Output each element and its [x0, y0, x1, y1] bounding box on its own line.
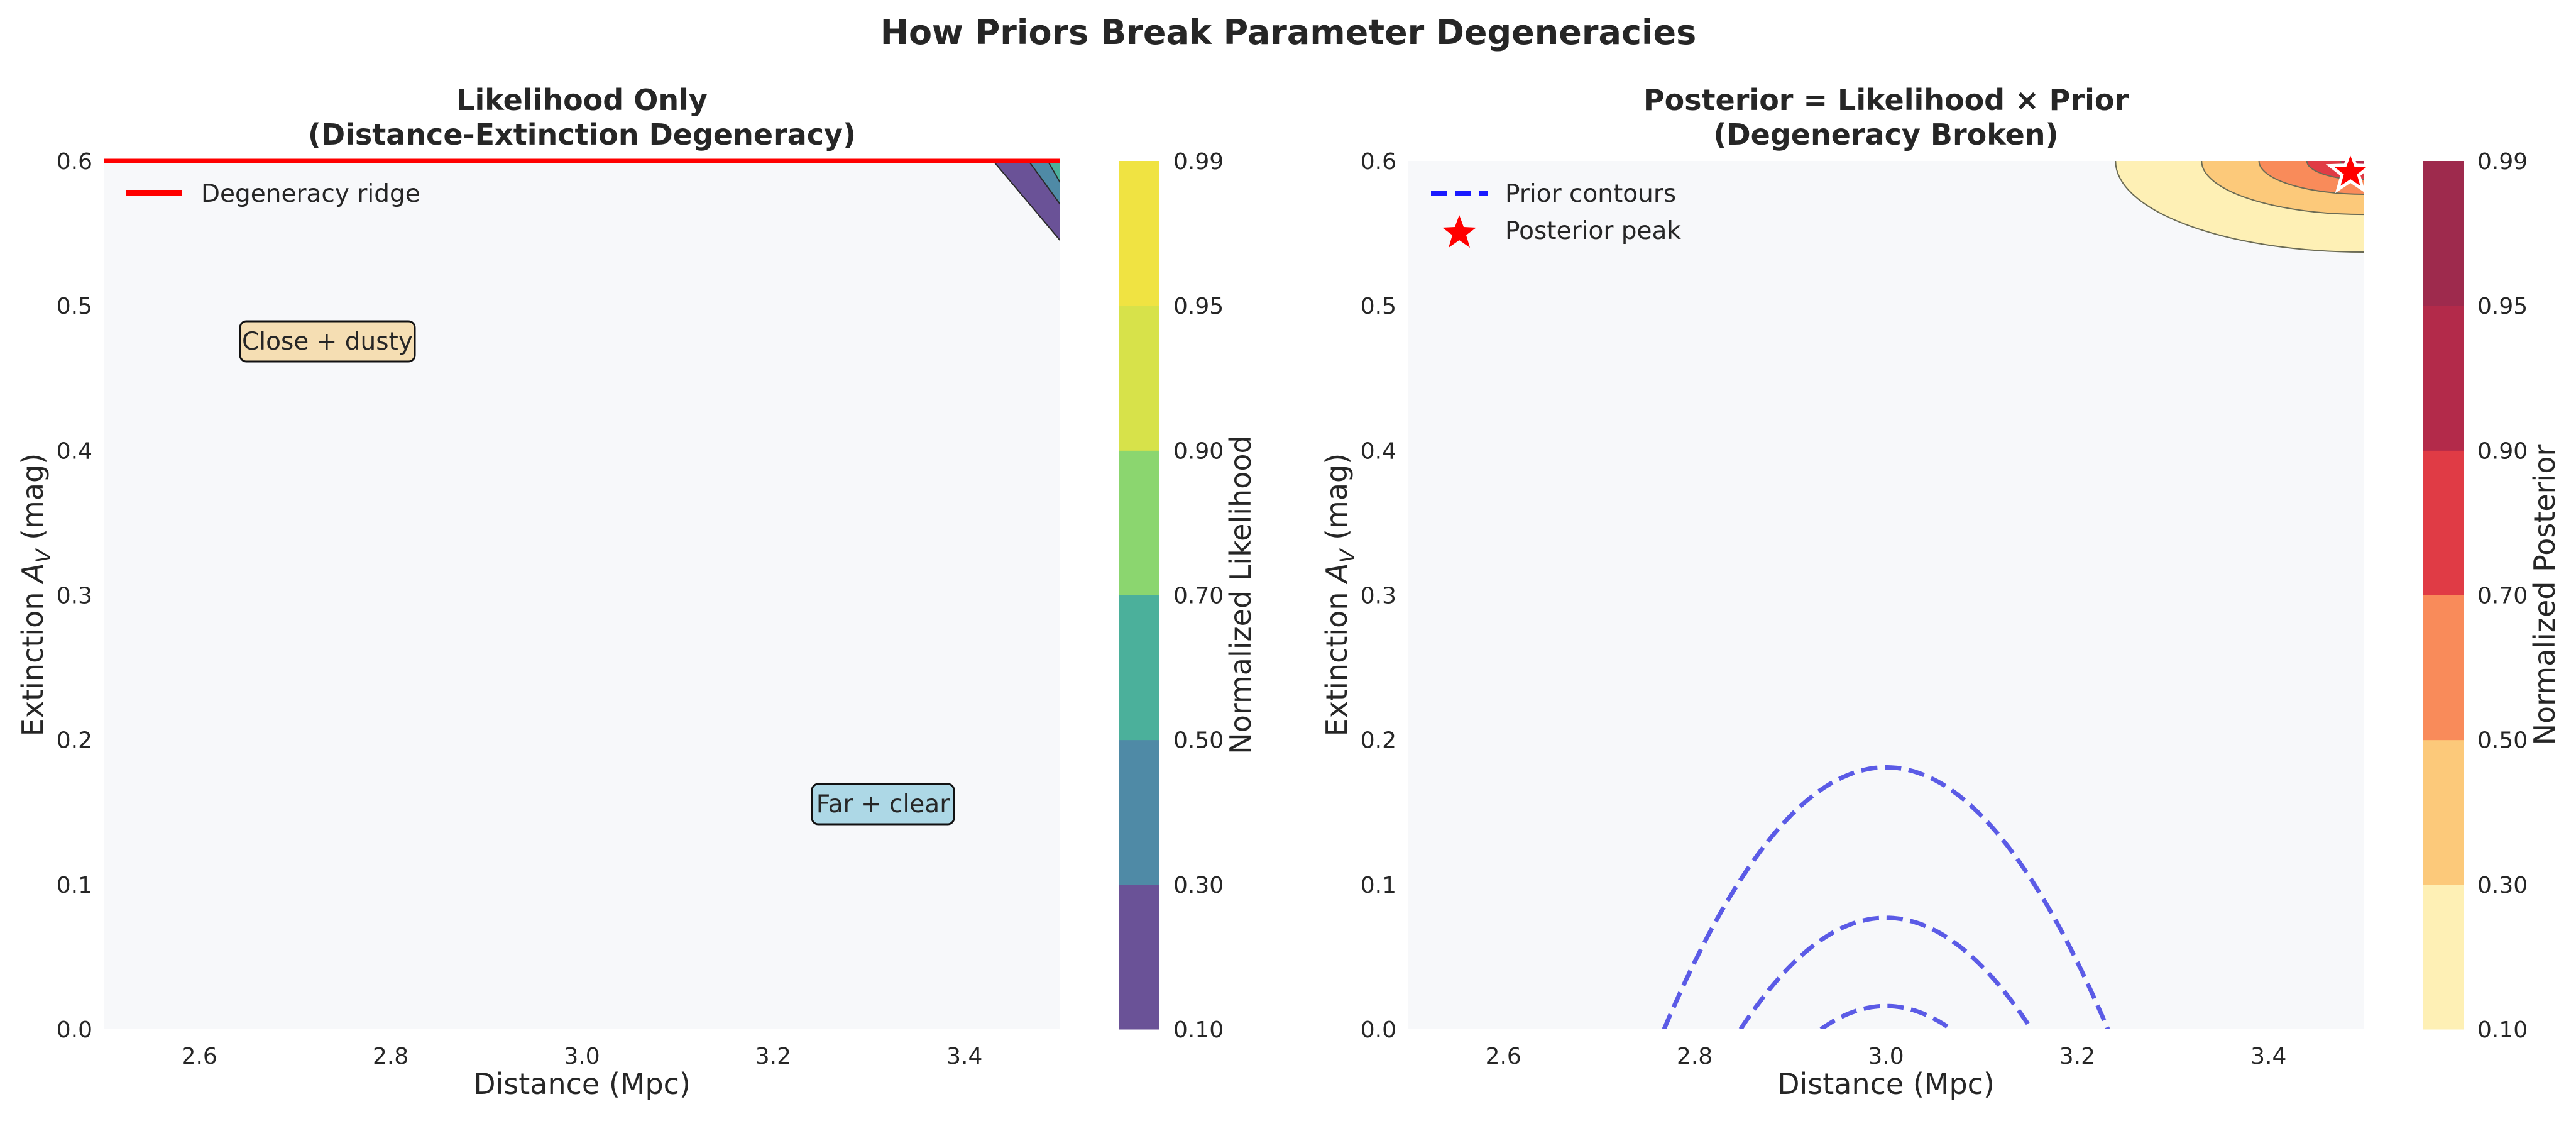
right-colorbar: 0.10 0.30 0.50 0.70 0.90 0.95 0.99: [2423, 149, 2528, 1043]
colorbar-tick-label: 0.10: [2477, 1017, 2528, 1043]
right-plot-area: [1408, 161, 2364, 1029]
x-tick-label: 3.0: [1868, 1044, 1904, 1069]
right-posterior-peak: [2325, 146, 2376, 194]
x-tick-label: 3.2: [755, 1044, 791, 1069]
colorbar-segment: [1119, 595, 1159, 741]
legend-label-ridge: Degeneracy ridge: [201, 180, 420, 208]
y-tick-label: 0.1: [1361, 873, 1396, 898]
right-prior-contours: [1662, 765, 2110, 1029]
right-colorbar-label: Normalized Posterior: [2528, 445, 2562, 746]
left-colorbar: 0.10 0.30 0.50 0.70 0.90 0.95 0.99: [1119, 149, 1224, 1043]
y-tick-label: 0.5: [1361, 294, 1396, 319]
likelihood-region: [1028, 161, 1060, 206]
x-tick-label: 2.8: [373, 1044, 408, 1069]
annotation-far-clear: Far + clear: [811, 783, 955, 826]
y-tick-label: 0.2: [57, 728, 92, 754]
colorbar-tick-label: 0.95: [1173, 294, 1224, 319]
y-tick-label: 0.3: [1361, 583, 1396, 609]
colorbar-tick-label: 0.90: [1173, 438, 1224, 464]
y-tick-label: 0.0: [1361, 1017, 1396, 1043]
x-tick-label: 3.4: [946, 1044, 982, 1069]
colorbar-segment: [1119, 306, 1159, 451]
colorbar-segment: [1119, 739, 1159, 885]
y-tick-label: 0.2: [1361, 728, 1396, 754]
left-y-ticks: 0.0 0.1 0.2 0.3 0.4 0.5 0.6: [57, 149, 92, 1043]
colorbar-segment: [1119, 161, 1159, 306]
annotation-close-dusty-text: Close + dusty: [242, 328, 413, 356]
posterior-peak-star: [2325, 146, 2376, 194]
colorbar-segment: [1119, 884, 1159, 1030]
left-y-axis-label: Extinction AV (mag): [16, 453, 55, 736]
prior-contour-line: [1662, 765, 2110, 1029]
x-tick-label: 3.0: [564, 1044, 600, 1069]
x-tick-label: 2.6: [1486, 1044, 1521, 1069]
colorbar-tick-label: 0.95: [2477, 294, 2528, 319]
x-tick-label: 2.8: [1677, 1044, 1713, 1069]
y-tick-label: 0.4: [1361, 438, 1396, 464]
colorbar-tick-label: 0.99: [2477, 149, 2528, 175]
figure-title: How Priors Break Parameter Degeneracies: [880, 13, 1696, 52]
left-colorbar-label: Normalized Likelihood: [1224, 435, 1258, 754]
colorbar-tick-label: 0.99: [1173, 149, 1224, 175]
y-tick-label: 0.0: [57, 1017, 92, 1043]
annotation-close-dusty: Close + dusty: [239, 320, 416, 363]
colorbar-segment: [2423, 306, 2464, 451]
y-tick-label: 0.6: [1361, 149, 1396, 175]
right-title-line1: Posterior = Likelihood × Prior: [1643, 83, 2129, 117]
right-y-ticks: 0.0 0.1 0.2 0.3 0.4 0.5 0.6: [1361, 149, 1396, 1043]
right-title-line2: (Degeneracy Broken): [1713, 118, 2058, 152]
likelihood-region: [1047, 161, 1060, 184]
colorbar-tick-label: 0.30: [1173, 873, 1224, 898]
right-x-axis-label: Distance (Mpc): [1777, 1067, 1995, 1101]
colorbar-tick-label: 0.90: [2477, 438, 2528, 464]
y-tick-label: 0.3: [57, 583, 92, 609]
colorbar-tick-label: 0.50: [1173, 728, 1224, 754]
colorbar-segment: [2423, 884, 2464, 1030]
colorbar-tick-label: 0.10: [1173, 1017, 1224, 1043]
legend-label-peak: Posterior peak: [1505, 217, 1681, 245]
colorbar-segment: [1119, 450, 1159, 595]
colorbar-tick-label: 0.50: [2477, 728, 2528, 754]
prior-contour-line: [1819, 1003, 1953, 1029]
left-title-line1: Likelihood Only: [456, 83, 708, 117]
left-x-ticks: 2.6 2.8 3.0 3.2 3.4: [182, 1044, 983, 1069]
y-tick-label: 0.6: [57, 149, 92, 175]
y-tick-label: 0.1: [57, 873, 92, 898]
legend-swatch-peak-star: [1442, 215, 1476, 248]
right-x-ticks: 2.6 2.8 3.0 3.2 3.4: [1486, 1044, 2287, 1069]
left-plot-area: [104, 161, 1060, 1029]
x-tick-label: 2.6: [182, 1044, 217, 1069]
colorbar-segment: [2423, 739, 2464, 885]
right-y-axis-label: Extinction AV (mag): [1320, 453, 1359, 736]
left-title-line2: (Distance-Extinction Degeneracy): [308, 118, 856, 152]
right-legend: Prior contours Posterior peak: [1431, 180, 1681, 248]
x-tick-label: 3.4: [2250, 1044, 2286, 1069]
left-legend: Degeneracy ridge: [126, 180, 420, 208]
left-panel: Likelihood Only (Distance-Extinction Deg…: [16, 83, 1258, 1101]
colorbar-tick-label: 0.70: [1173, 583, 1224, 609]
x-tick-label: 3.2: [2059, 1044, 2095, 1069]
colorbar-segment: [2423, 161, 2464, 306]
annotation-far-clear-text: Far + clear: [816, 790, 950, 819]
colorbar-tick-label: 0.30: [2477, 873, 2528, 898]
y-tick-label: 0.5: [57, 294, 92, 319]
colorbar-segment: [2423, 595, 2464, 741]
colorbar-tick-label: 0.70: [2477, 583, 2528, 609]
left-x-axis-label: Distance (Mpc): [473, 1067, 691, 1101]
y-tick-label: 0.4: [57, 438, 92, 464]
prior-contour-line: [1738, 915, 2034, 1029]
left-likelihood-contours: [992, 161, 1060, 242]
right-panel: Posterior = Likelihood × Prior (Degenera…: [1320, 83, 2562, 1101]
legend-label-prior: Prior contours: [1505, 180, 1676, 208]
colorbar-segment: [2423, 450, 2464, 595]
